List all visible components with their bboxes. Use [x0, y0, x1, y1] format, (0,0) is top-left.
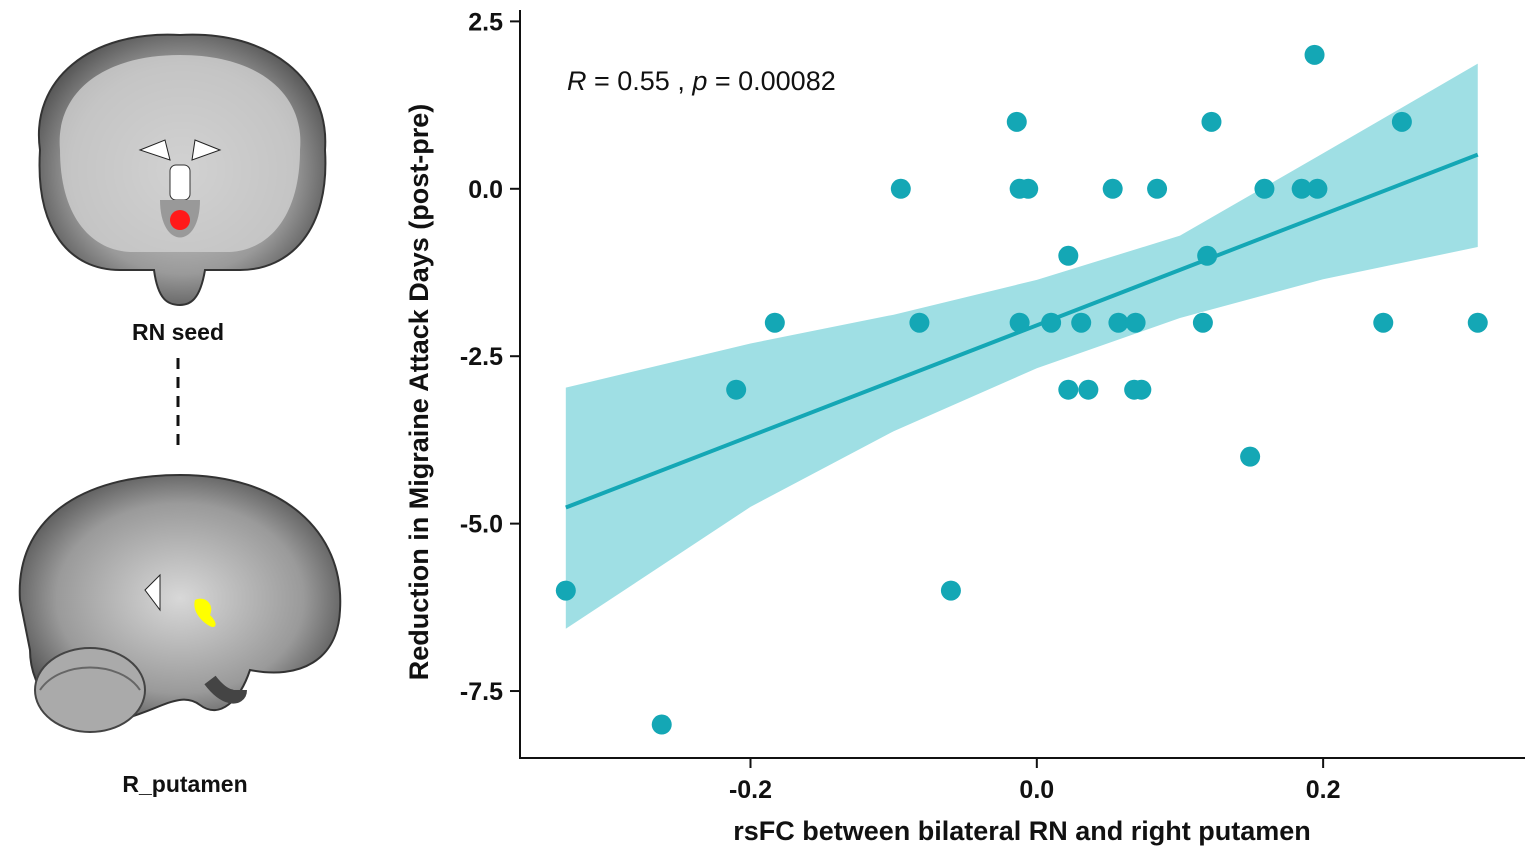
- data-point: [764, 312, 785, 333]
- seed-label: RN seed: [132, 319, 224, 345]
- y-tick-label: 0.0: [468, 176, 503, 204]
- p-label: p: [691, 66, 707, 96]
- data-point: [726, 379, 747, 400]
- y-axis-label: Reduction in Migraine Attack Days (post-…: [404, 104, 434, 681]
- data-point: [1041, 312, 1062, 333]
- data-point: [1254, 178, 1275, 199]
- x-tick-label: -0.2: [729, 776, 772, 804]
- data-point: [651, 714, 672, 735]
- data-point: [1201, 111, 1222, 132]
- data-point: [940, 580, 961, 601]
- data-point: [1006, 111, 1027, 132]
- correlation-annotation: R = 0.55 , p = 0.00082: [567, 66, 836, 96]
- data-point: [1291, 178, 1312, 199]
- x-axis-label: rsFC between bilateral RN and right puta…: [733, 816, 1311, 846]
- data-point: [1147, 178, 1168, 199]
- data-point: [1131, 379, 1152, 400]
- data-points: [555, 44, 1488, 735]
- data-point: [1125, 312, 1146, 333]
- x-tick-label: 0.0: [1019, 776, 1054, 804]
- data-point: [890, 178, 911, 199]
- data-point: [1078, 379, 1099, 400]
- data-point: [1058, 379, 1079, 400]
- putamen-marker: [194, 598, 216, 627]
- data-point: [909, 312, 930, 333]
- y-tick-label: -5.0: [460, 511, 503, 539]
- data-point: [555, 580, 576, 601]
- x-ticks: -0.2 0.0 0.2: [729, 758, 1341, 804]
- y-tick-label: 2.5: [468, 8, 503, 36]
- r-value: = 0.55 ,: [587, 66, 693, 96]
- confidence-band: [565, 63, 1478, 629]
- coronal-brain-image: [37, 33, 327, 307]
- p-value: = 0.00082: [707, 66, 835, 96]
- y-tick-label: -7.5: [460, 678, 503, 706]
- data-point: [1108, 312, 1129, 333]
- data-point: [1373, 312, 1394, 333]
- sagittal-brain-image: [18, 473, 342, 733]
- data-point: [1304, 44, 1325, 65]
- data-point: [1240, 446, 1261, 467]
- data-point: [1009, 312, 1030, 333]
- data-point: [1307, 178, 1328, 199]
- data-point: [1391, 111, 1412, 132]
- target-label: R_putamen: [122, 771, 247, 797]
- data-point: [1102, 178, 1123, 199]
- data-point: [1071, 312, 1092, 333]
- data-point: [1467, 312, 1488, 333]
- y-ticks: 2.5 0.0 -2.5 -5.0 -7.5: [460, 8, 520, 706]
- y-tick-label: -2.5: [460, 343, 503, 371]
- data-point: [1197, 245, 1218, 266]
- rn-seed-marker: [170, 210, 190, 230]
- x-tick-label: 0.2: [1306, 776, 1341, 804]
- data-point: [1192, 312, 1213, 333]
- scatter-chart: -0.2 0.0 0.2 2.5 0.0 -2.5 -5.0 -7.5 rsFC betwe…: [404, 8, 1525, 846]
- data-point: [1018, 178, 1039, 199]
- r-label: R: [567, 66, 587, 96]
- data-point: [1058, 245, 1079, 266]
